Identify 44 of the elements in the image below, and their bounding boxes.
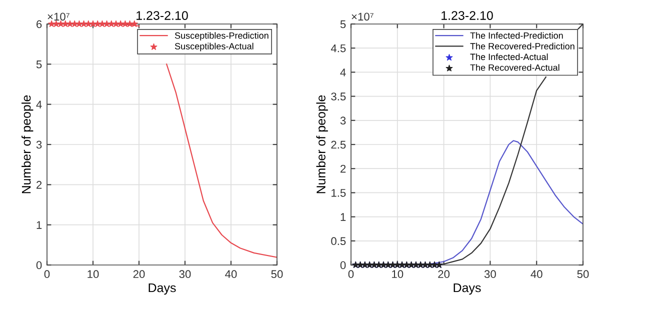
y-tick-label: 0.5 (331, 237, 346, 246)
x-tick-label: 30 (179, 270, 191, 278)
y-tick-label: 3 (340, 116, 346, 125)
x-tick-label: 50 (271, 270, 283, 278)
y-tick-label: 6 (36, 20, 42, 28)
legend-label: The Infected-Actual (470, 53, 548, 60)
text: ×10⁷ (48, 12, 70, 21)
y-axis-title: Number of people (22, 95, 34, 194)
y-tick-label: 2 (36, 180, 42, 189)
x-tick-label: 40 (225, 270, 237, 278)
x-tick-label: 0 (44, 270, 50, 278)
chart-title: 1.23-2.10 (442, 11, 493, 20)
y-axis-title: Number of people (316, 95, 328, 194)
x-tick-label: 50 (577, 270, 589, 278)
y-tick-label: 5 (340, 20, 346, 28)
y-tick-label: 1 (36, 221, 42, 229)
y-tick-label: 5 (36, 60, 42, 68)
y-tick-label: 2 (340, 164, 346, 173)
y-tick-label: 2.5 (331, 140, 346, 149)
y-tick-label: 4 (36, 100, 42, 108)
legend-label: The Recovered-Actual (470, 64, 560, 71)
y-tick-label: 1 (340, 213, 346, 221)
x-tick-label: 10 (88, 270, 99, 278)
x-tick-label: 20 (438, 270, 450, 278)
x-axis-title: Days (148, 283, 176, 295)
x-tick-label: 10 (392, 270, 404, 278)
x-axis-title: Days (454, 283, 481, 295)
legend-label: The Infected-Prediction (470, 32, 563, 39)
y-tick-label: 1.5 (332, 189, 346, 197)
chart-title: 1.23-2.10 (136, 11, 188, 20)
legend-label: The Recovered-Prediction (470, 42, 574, 50)
x-tick-label: 30 (484, 270, 496, 278)
y-tick-label: 0 (36, 261, 42, 270)
y-tick-label: 3 (36, 140, 42, 149)
y-tick-label: 4.5 (330, 44, 346, 52)
legend-label: Susceptibles-Prediction (174, 32, 268, 41)
text: ×10⁷ (352, 12, 374, 21)
y-tick-label: 0 (340, 261, 346, 270)
legend-label: Susceptibles-Actual (174, 42, 254, 52)
x-tick-label: 0 (348, 270, 354, 278)
x-tick-label: 40 (530, 270, 542, 278)
x-tick-label: 20 (133, 270, 145, 278)
y-tick-label: 3.5 (331, 92, 346, 100)
y-tick-label: 4 (340, 68, 346, 76)
